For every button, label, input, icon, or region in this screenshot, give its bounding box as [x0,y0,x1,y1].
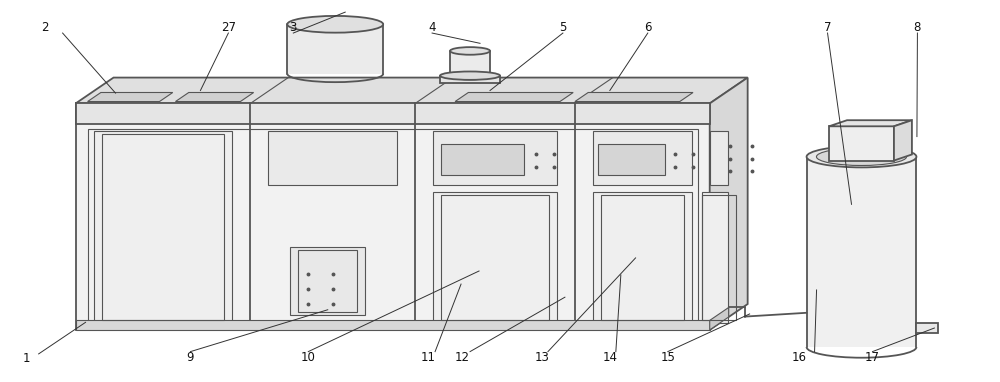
Bar [76,104,710,330]
Bar [102,134,224,320]
Bar [290,247,365,316]
Bar [807,157,916,347]
Ellipse shape [450,47,490,55]
Text: 2: 2 [41,21,48,34]
Polygon shape [710,78,748,330]
Polygon shape [175,92,254,102]
Text: 8: 8 [914,21,921,34]
Text: 14: 14 [602,351,617,364]
Bar [433,192,557,323]
Bar [702,195,736,320]
Text: 3: 3 [290,21,297,34]
Bar [593,192,692,323]
Bar [710,131,728,185]
Bar [76,104,710,125]
Polygon shape [76,78,748,104]
Text: 10: 10 [301,351,316,364]
Text: 13: 13 [535,351,549,364]
Bar [268,131,397,185]
Bar [88,129,698,325]
Text: 11: 11 [421,351,436,364]
Bar [298,250,357,312]
Bar [450,51,490,76]
Text: 6: 6 [644,21,652,34]
Text: 15: 15 [660,351,675,364]
Bar [601,195,684,320]
Polygon shape [575,92,693,102]
Bar [916,324,938,333]
Bar [440,76,500,83]
Bar [287,24,383,74]
Ellipse shape [807,146,916,167]
Text: 27: 27 [221,21,236,34]
Ellipse shape [816,148,907,165]
Bar [593,131,692,185]
Ellipse shape [440,71,500,80]
Bar [433,131,557,185]
Polygon shape [710,308,729,330]
Polygon shape [829,120,912,126]
Text: 12: 12 [455,351,470,364]
Polygon shape [88,92,173,102]
Bar [441,195,549,320]
Text: 17: 17 [865,351,880,364]
Ellipse shape [287,16,383,33]
Text: 16: 16 [792,351,807,364]
Bar [76,320,710,330]
Text: 4: 4 [428,21,436,34]
Bar [702,192,728,323]
Text: 1: 1 [23,352,30,365]
Bar [94,131,232,323]
Bar [829,126,894,160]
Polygon shape [894,120,912,160]
Text: 7: 7 [824,21,831,34]
Polygon shape [455,92,573,102]
Text: 5: 5 [559,21,567,34]
Bar [441,144,524,175]
Text: 9: 9 [187,351,194,364]
Bar [598,144,665,175]
